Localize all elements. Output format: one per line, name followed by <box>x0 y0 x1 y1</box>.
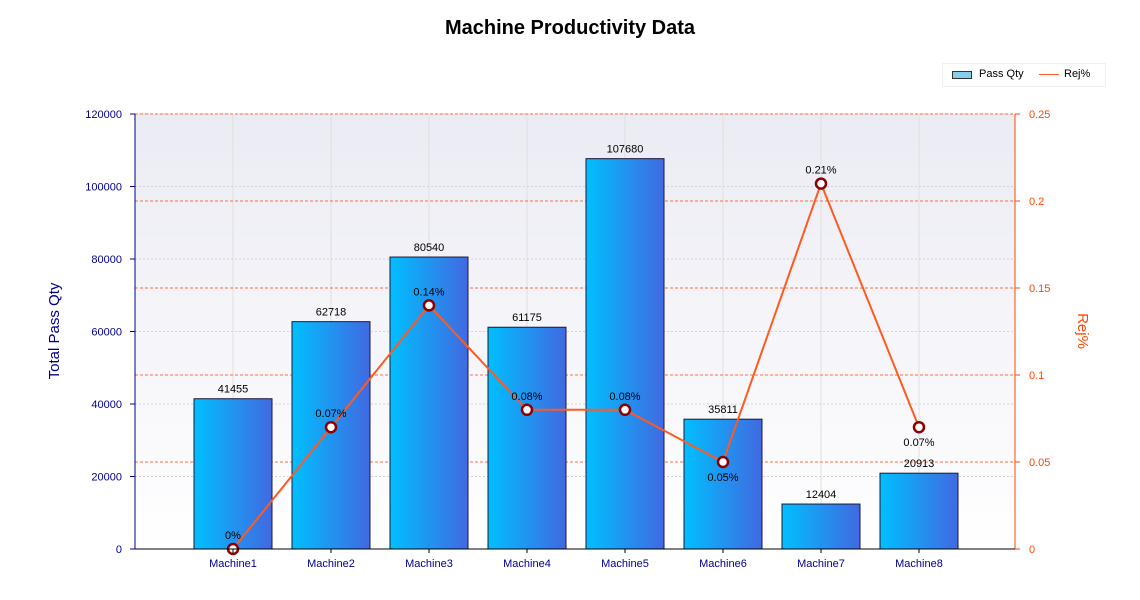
bar-label-machine4: 61175 <box>512 312 542 324</box>
rej-point-machine4 <box>520 403 534 417</box>
y-tick-label-2: 40000 <box>91 399 122 411</box>
bar-machine6 <box>683 418 763 550</box>
rej-point-machine3 <box>422 299 436 312</box>
y2-tick-label-3: 0.15 <box>1029 283 1050 295</box>
y-tick-label-0: 0 <box>116 544 122 556</box>
y2-tick-label-4: 0.2 <box>1029 196 1044 208</box>
x-tick-label-machine3: Machine3 <box>405 558 453 570</box>
rej-point-machine5 <box>618 403 632 417</box>
rej-point-machine6 <box>716 455 730 469</box>
chart-title: Machine Productivity Data <box>444 17 696 39</box>
rej-label-machine6: 0.05% <box>707 472 738 484</box>
y2-tick-label-1: 0.05 <box>1029 457 1050 469</box>
bar-label-machine3: 80540 <box>414 242 445 254</box>
rej-point-machine7 <box>814 177 828 190</box>
legend-swatch-rej <box>1039 74 1059 75</box>
y2-tick-label-0: 0 <box>1029 544 1035 556</box>
rej-label-machine8: 0.07% <box>903 437 934 449</box>
y-tick-label-6: 120000 <box>85 109 122 121</box>
legend-label-rej: Rej% <box>1064 68 1091 80</box>
x-tick-label-machine6: Machine6 <box>699 558 747 570</box>
legend-label-pass-qty: Pass Qty <box>979 68 1024 80</box>
y2-tick-label-5: 0.25 <box>1029 109 1050 121</box>
bar-label-machine6: 35811 <box>708 404 738 416</box>
rej-label-machine4: 0.08% <box>511 391 542 403</box>
bar-machine8 <box>879 472 959 550</box>
legend: Pass Qty Rej% <box>942 63 1106 87</box>
x-tick-label-machine7: Machine7 <box>797 558 845 570</box>
bar-machine2 <box>291 321 371 550</box>
bar-label-machine5: 107680 <box>607 144 644 156</box>
x-tick-label-machine8: Machine8 <box>895 558 943 570</box>
bar-label-machine1: 41455 <box>218 384 249 396</box>
y-tick-label-3: 60000 <box>91 327 122 339</box>
bar-machine5 <box>585 158 665 550</box>
y-tick-label-4: 80000 <box>91 254 122 266</box>
bar-machine1 <box>193 398 273 550</box>
rej-point-machine8 <box>912 420 926 434</box>
rej-label-machine2: 0.07% <box>315 408 346 420</box>
bar-machine4 <box>487 326 567 550</box>
x-tick-label-machine4: Machine4 <box>503 558 551 570</box>
y-tick-label-5: 100000 <box>85 182 122 194</box>
rej-line <box>232 180 920 550</box>
rej-label-machine3: 0.14% <box>413 286 444 298</box>
y-axis-title: Total Pass Qty <box>46 282 63 379</box>
rej-label-machine7: 0.21% <box>805 165 836 177</box>
y2-tick-label-2: 0.1 <box>1029 370 1044 382</box>
bar-label-machine2: 62718 <box>316 307 347 319</box>
bar-label-machine7: 12404 <box>806 489 837 501</box>
legend-swatch-pass-qty <box>952 71 972 79</box>
y-tick-label-1: 20000 <box>91 472 122 484</box>
bar-label-machine8: 20913 <box>904 458 935 470</box>
x-tick-label-machine1: Machine1 <box>209 558 257 570</box>
x-tick-label-machine5: Machine5 <box>601 558 649 570</box>
rej-label-machine1: 0% <box>225 530 241 542</box>
rej-label-machine5: 0.08% <box>609 391 640 403</box>
y2-axis-title: Rej% <box>1074 313 1091 349</box>
bar-machine7 <box>781 503 861 550</box>
rej-point-machine2 <box>324 420 338 434</box>
x-tick-label-machine2: Machine2 <box>307 558 355 570</box>
